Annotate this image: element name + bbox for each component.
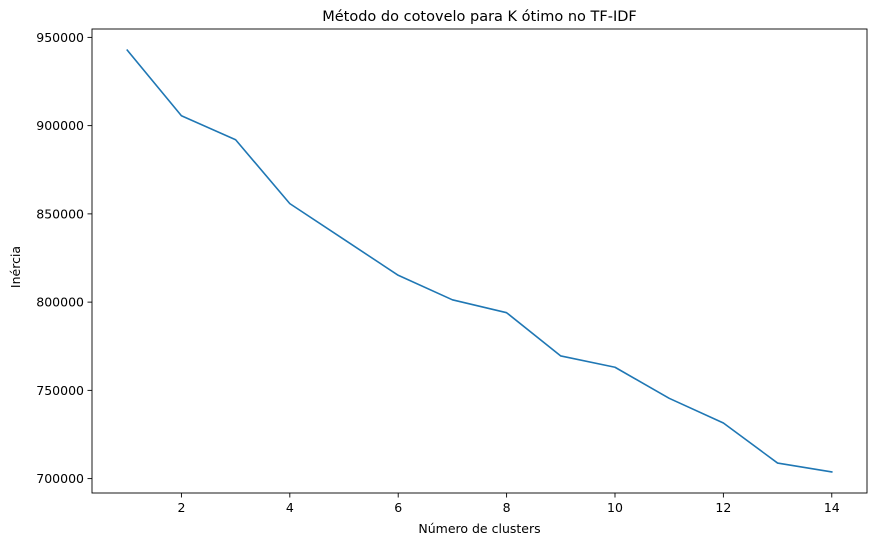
plot-frame — [92, 29, 867, 493]
x-tick-label: 4 — [286, 500, 294, 515]
x-tick-label: 2 — [177, 500, 185, 515]
chart-title: Método do cotovelo para K ótimo no TF-ID… — [322, 9, 637, 25]
y-axis-label: Inércia — [8, 246, 23, 288]
x-axis-label: Número de clusters — [418, 521, 540, 536]
y-tick-label: 750000 — [36, 383, 84, 398]
plot-area: 2 4 6 8 10 12 14 700000 750000 800000 850000 900000… — [36, 29, 867, 515]
y-tick-label: 800000 — [36, 295, 84, 310]
x-tick-label: 8 — [503, 500, 511, 515]
y-tick-label: 850000 — [36, 206, 84, 221]
x-tick-label: 12 — [715, 500, 731, 515]
x-tick-label: 6 — [394, 500, 402, 515]
y-tick-label: 700000 — [36, 471, 84, 486]
y-tick-label: 900000 — [36, 118, 84, 133]
x-tick-label: 14 — [824, 500, 840, 515]
x-tick-label: 10 — [607, 500, 623, 515]
y-tick-label: 950000 — [36, 30, 84, 45]
series-line — [127, 50, 832, 472]
